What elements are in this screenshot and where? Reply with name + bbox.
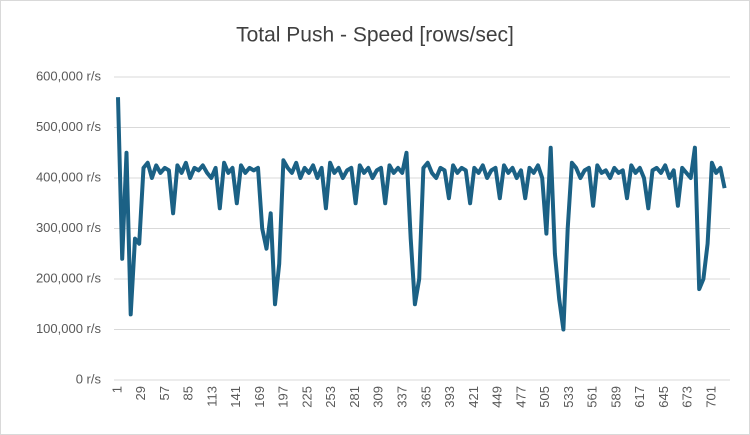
x-tick-label: 449 xyxy=(490,386,505,408)
x-tick-label: 701 xyxy=(703,386,718,408)
x-tick-label: 29 xyxy=(133,386,148,400)
x-tick-label: 253 xyxy=(323,386,338,408)
x-tick-label: 477 xyxy=(513,386,528,408)
y-tick-label: 100,000 r/s xyxy=(36,321,102,336)
x-tick-label: 281 xyxy=(347,386,362,408)
y-tick-label: 500,000 r/s xyxy=(36,119,102,134)
x-tick-label: 561 xyxy=(585,386,600,408)
x-tick-label: 673 xyxy=(680,386,695,408)
y-tick-label: 400,000 r/s xyxy=(36,169,102,184)
series-line xyxy=(116,97,727,332)
x-tick-label: 365 xyxy=(418,386,433,408)
x-tick-label: 113 xyxy=(204,386,219,407)
x-tick-label: 141 xyxy=(228,386,243,408)
x-tick-label: 533 xyxy=(561,386,576,408)
x-tick-label: 169 xyxy=(252,386,267,408)
x-tick-label: 225 xyxy=(299,386,314,408)
x-tick-label: 617 xyxy=(632,386,647,408)
x-tick-label: 505 xyxy=(537,386,552,408)
y-tick-label: 200,000 r/s xyxy=(36,270,102,285)
x-tick-label: 1 xyxy=(109,386,124,393)
x-tick-label: 393 xyxy=(442,386,457,408)
x-tick-label: 337 xyxy=(395,386,410,408)
x-tick-label: 85 xyxy=(181,386,196,400)
x-tick-label: 645 xyxy=(656,386,671,408)
y-tick-label: 600,000 r/s xyxy=(36,68,102,83)
x-tick-label: 309 xyxy=(371,386,386,408)
x-tick-label: 57 xyxy=(157,386,172,400)
x-tick-label: 197 xyxy=(276,386,291,408)
x-tick-label: 589 xyxy=(608,386,623,408)
y-tick-label: 300,000 r/s xyxy=(36,220,102,235)
x-tick-label: 421 xyxy=(466,386,481,408)
chart-title: Total Push - Speed [rows/sec] xyxy=(236,24,514,47)
y-tick-label: 0 r/s xyxy=(76,371,102,386)
